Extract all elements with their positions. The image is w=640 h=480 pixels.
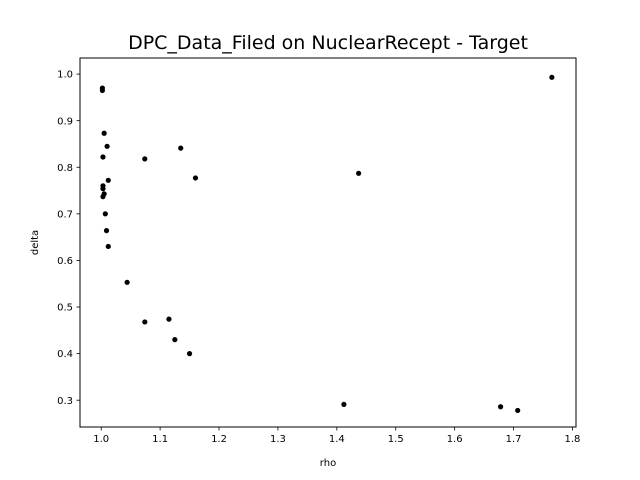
data-point	[172, 337, 178, 343]
data-point	[102, 211, 108, 217]
y-tick-label: 1.0	[57, 70, 73, 81]
data-point	[124, 279, 130, 285]
y-tick-label: 0.9	[57, 116, 73, 127]
x-tick-label: 1.3	[270, 434, 286, 445]
data-point	[186, 351, 193, 357]
data-point	[166, 316, 172, 322]
data-point	[497, 404, 504, 410]
y-tick-label: 0.3	[57, 396, 73, 407]
x-tick-label: 1.7	[506, 434, 522, 445]
data-point	[99, 87, 105, 93]
x-tick-label: 1.5	[388, 434, 404, 445]
y-axis-label: delta	[30, 230, 41, 255]
data-point	[100, 194, 106, 200]
data-point	[101, 130, 107, 136]
data-points	[99, 74, 555, 414]
data-point	[142, 319, 148, 325]
data-point	[178, 145, 184, 151]
x-axis: 1.0 1.1 1.2 1.3 1.4 1.5 1.6 1.7 1.8	[93, 427, 580, 445]
x-tick-label: 1.0	[93, 434, 109, 445]
data-point	[142, 156, 148, 162]
y-tick-label: 0.4	[57, 349, 73, 360]
y-axis: 0.3 0.4 0.5 0.6 0.7 0.8 0.9 1.0	[57, 70, 80, 407]
data-point	[105, 177, 111, 183]
data-point	[100, 154, 106, 160]
y-tick-label: 0.8	[57, 163, 73, 174]
y-tick-label: 0.7	[57, 209, 73, 220]
data-point	[100, 186, 106, 192]
data-point	[549, 74, 555, 80]
x-tick-label: 1.4	[329, 434, 345, 445]
y-tick-label: 0.5	[57, 303, 73, 314]
x-axis-label: rho	[320, 458, 336, 469]
data-point	[104, 143, 110, 149]
data-point	[103, 228, 110, 234]
data-point	[341, 401, 347, 408]
chart-title: DPC_Data_Filed on NuclearRecept - Target	[128, 32, 528, 54]
x-tick-label: 1.6	[447, 434, 463, 445]
data-point	[356, 170, 362, 176]
x-tick-label: 1.2	[211, 434, 227, 445]
y-tick-label: 0.6	[57, 256, 73, 267]
x-tick-label: 1.1	[152, 434, 168, 445]
data-point	[105, 243, 111, 250]
plot-area-frame	[79, 57, 577, 428]
data-point	[515, 407, 521, 414]
x-tick-label: 1.8	[565, 434, 581, 445]
data-point	[192, 175, 199, 181]
